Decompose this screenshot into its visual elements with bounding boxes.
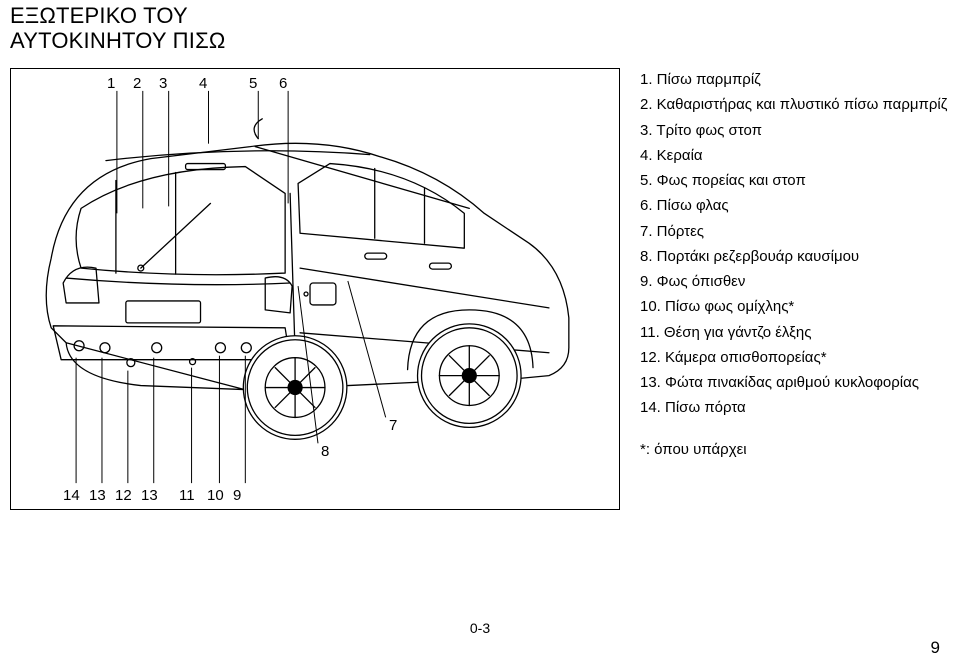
- footnote: *: όπου υπάρχει: [640, 438, 950, 461]
- callout-number: 8: [321, 443, 329, 460]
- list-item: 1. Πίσω παρμπρίζ: [640, 68, 950, 91]
- list-item: 10. Πίσω φως ομίχλης*: [640, 295, 950, 318]
- list-item: 4. Κεραία: [640, 144, 950, 167]
- list-item: 2. Καθαριστήρας και πλυστικό πίσω παρμπρ…: [640, 93, 950, 116]
- title-line-1: ΕΞΩΤΕΡΙΚΟ ΤΟΥ: [10, 3, 188, 28]
- list-item: 7. Πόρτες: [640, 220, 950, 243]
- callout-number: 7: [389, 417, 397, 434]
- list-item: 13. Φώτα πινακίδας αριθμού κυκλοφορίας: [640, 371, 950, 394]
- list-item: 3. Τρίτο φως στοπ: [640, 119, 950, 142]
- vehicle-diagram: 123456: [10, 68, 620, 510]
- list-item: 14. Πίσω πόρτα: [640, 396, 950, 419]
- callouts-right: 78: [11, 69, 619, 509]
- list-item: 9. Φως όπισθεν: [640, 270, 950, 293]
- list-item: 12. Κάμερα οπισθοπορείας*: [640, 346, 950, 369]
- list-item: 8. Πορτάκι ρεζερβουάρ καυσίμου: [640, 245, 950, 268]
- page-title: ΕΞΩΤΕΡΙΚΟ ΤΟΥ ΑΥΤΟΚΙΝΗΤΟΥ ΠΙΣΩ: [10, 3, 226, 54]
- list-item: 6. Πίσω φλας: [640, 194, 950, 217]
- title-line-2: ΑΥΤΟΚΙΝΗΤΟΥ ΠΙΣΩ: [10, 28, 226, 53]
- parts-list: 1. Πίσω παρμπρίζ2. Καθαριστήρας και πλυσ…: [640, 68, 950, 461]
- list-item: 5. Φως πορείας και στοπ: [640, 169, 950, 192]
- list-item: 11. Θέση για γάντζο έλξης: [640, 321, 950, 344]
- page-footer-center: 0-3: [0, 620, 960, 636]
- page-footer-right: 9: [931, 638, 940, 658]
